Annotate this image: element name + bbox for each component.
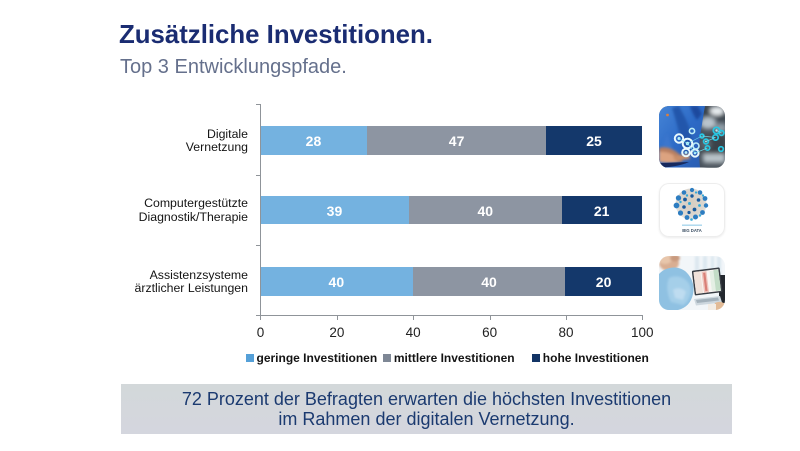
- svg-text:BIG DATA: BIG DATA: [682, 228, 702, 233]
